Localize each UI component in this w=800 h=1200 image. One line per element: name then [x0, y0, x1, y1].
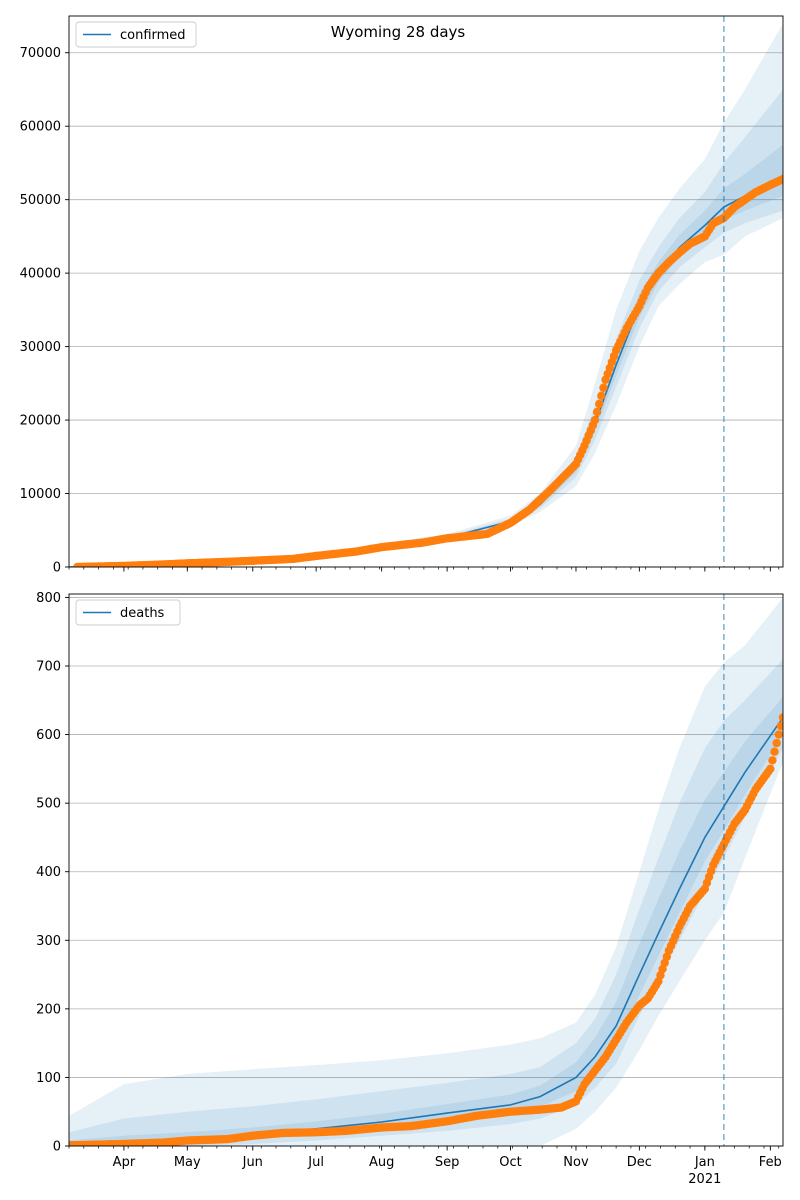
observed-point — [778, 713, 783, 722]
legend-label: deaths — [120, 606, 165, 621]
y-tick-label: 500 — [36, 797, 61, 812]
y-tick-label: 60000 — [20, 120, 61, 135]
x-tick-label: Dec — [627, 1155, 652, 1170]
y-tick-label: 70000 — [20, 46, 61, 61]
observed-point — [590, 415, 600, 425]
x-year-label: 2021 — [688, 1172, 721, 1187]
observed-point — [592, 407, 602, 417]
observed-series — [73, 174, 783, 567]
plot-area — [69, 597, 783, 1146]
confidence-band-inner — [69, 696, 783, 1146]
x-tick-label: Jun — [242, 1155, 263, 1170]
observed-point — [595, 399, 604, 409]
observed-point — [597, 391, 606, 401]
observed-series — [69, 713, 783, 1146]
observed-point — [776, 721, 783, 731]
y-tick-label: 0 — [53, 1140, 61, 1155]
legend-box — [75, 599, 181, 626]
chart-title: Wyoming 28 days — [331, 23, 466, 41]
y-tick-label: 50000 — [20, 193, 61, 208]
x-tick-label: Jan — [694, 1155, 715, 1170]
deaths-panel: 0 100 200 300 400 500 600 700 800 Apr May Jun Jul Aug… — [36, 591, 784, 1187]
x-tick-label: Oct — [499, 1155, 521, 1170]
observed-point — [768, 756, 777, 765]
x-tick-label: Aug — [369, 1155, 394, 1170]
x-tick-label: May — [174, 1155, 201, 1170]
x-tick-label: Apr — [113, 1155, 136, 1170]
y-tick-label: 40000 — [20, 267, 61, 282]
legend-box — [75, 21, 197, 48]
y-tick-label: 400 — [36, 865, 61, 880]
y-tick-label: 200 — [36, 1002, 61, 1017]
confidence-band-outer — [69, 23, 783, 567]
x-tick-label: Sep — [435, 1155, 460, 1170]
x-tick-label: Jul — [307, 1155, 324, 1170]
axes-frame — [68, 15, 784, 568]
y-tick-label: 30000 — [20, 340, 61, 355]
y-tick-label: 600 — [36, 728, 61, 743]
confirmed-panel: 0 10000 20000 30000 40000 50000 60000 70000 conf… — [20, 15, 784, 576]
observed-point — [778, 174, 783, 184]
legend: deaths — [75, 599, 181, 626]
confidence-band-middle — [69, 89, 783, 567]
observed-point — [770, 747, 779, 756]
x-tick-label: Feb — [759, 1155, 782, 1170]
confidence-band-outer — [69, 597, 783, 1146]
legend: confirmed — [75, 21, 197, 48]
observed-point — [772, 738, 781, 748]
y-tick-label: 10000 — [20, 487, 61, 502]
axes-frame — [68, 593, 784, 1147]
legend-label: confirmed — [120, 28, 186, 43]
plot-area — [69, 23, 783, 567]
observed-point — [599, 383, 608, 392]
x-tick-label: Nov — [563, 1155, 589, 1170]
observed-point — [766, 764, 775, 774]
y-tick-label: 800 — [36, 591, 61, 606]
y-tick-label: 20000 — [20, 414, 61, 429]
y-tick-label: 100 — [36, 1071, 61, 1086]
y-tick-label: 700 — [36, 660, 61, 675]
observed-point — [774, 730, 783, 739]
confidence-band-middle — [69, 659, 783, 1146]
y-tick-label: 300 — [36, 934, 61, 949]
y-tick-label: 0 — [53, 561, 61, 576]
